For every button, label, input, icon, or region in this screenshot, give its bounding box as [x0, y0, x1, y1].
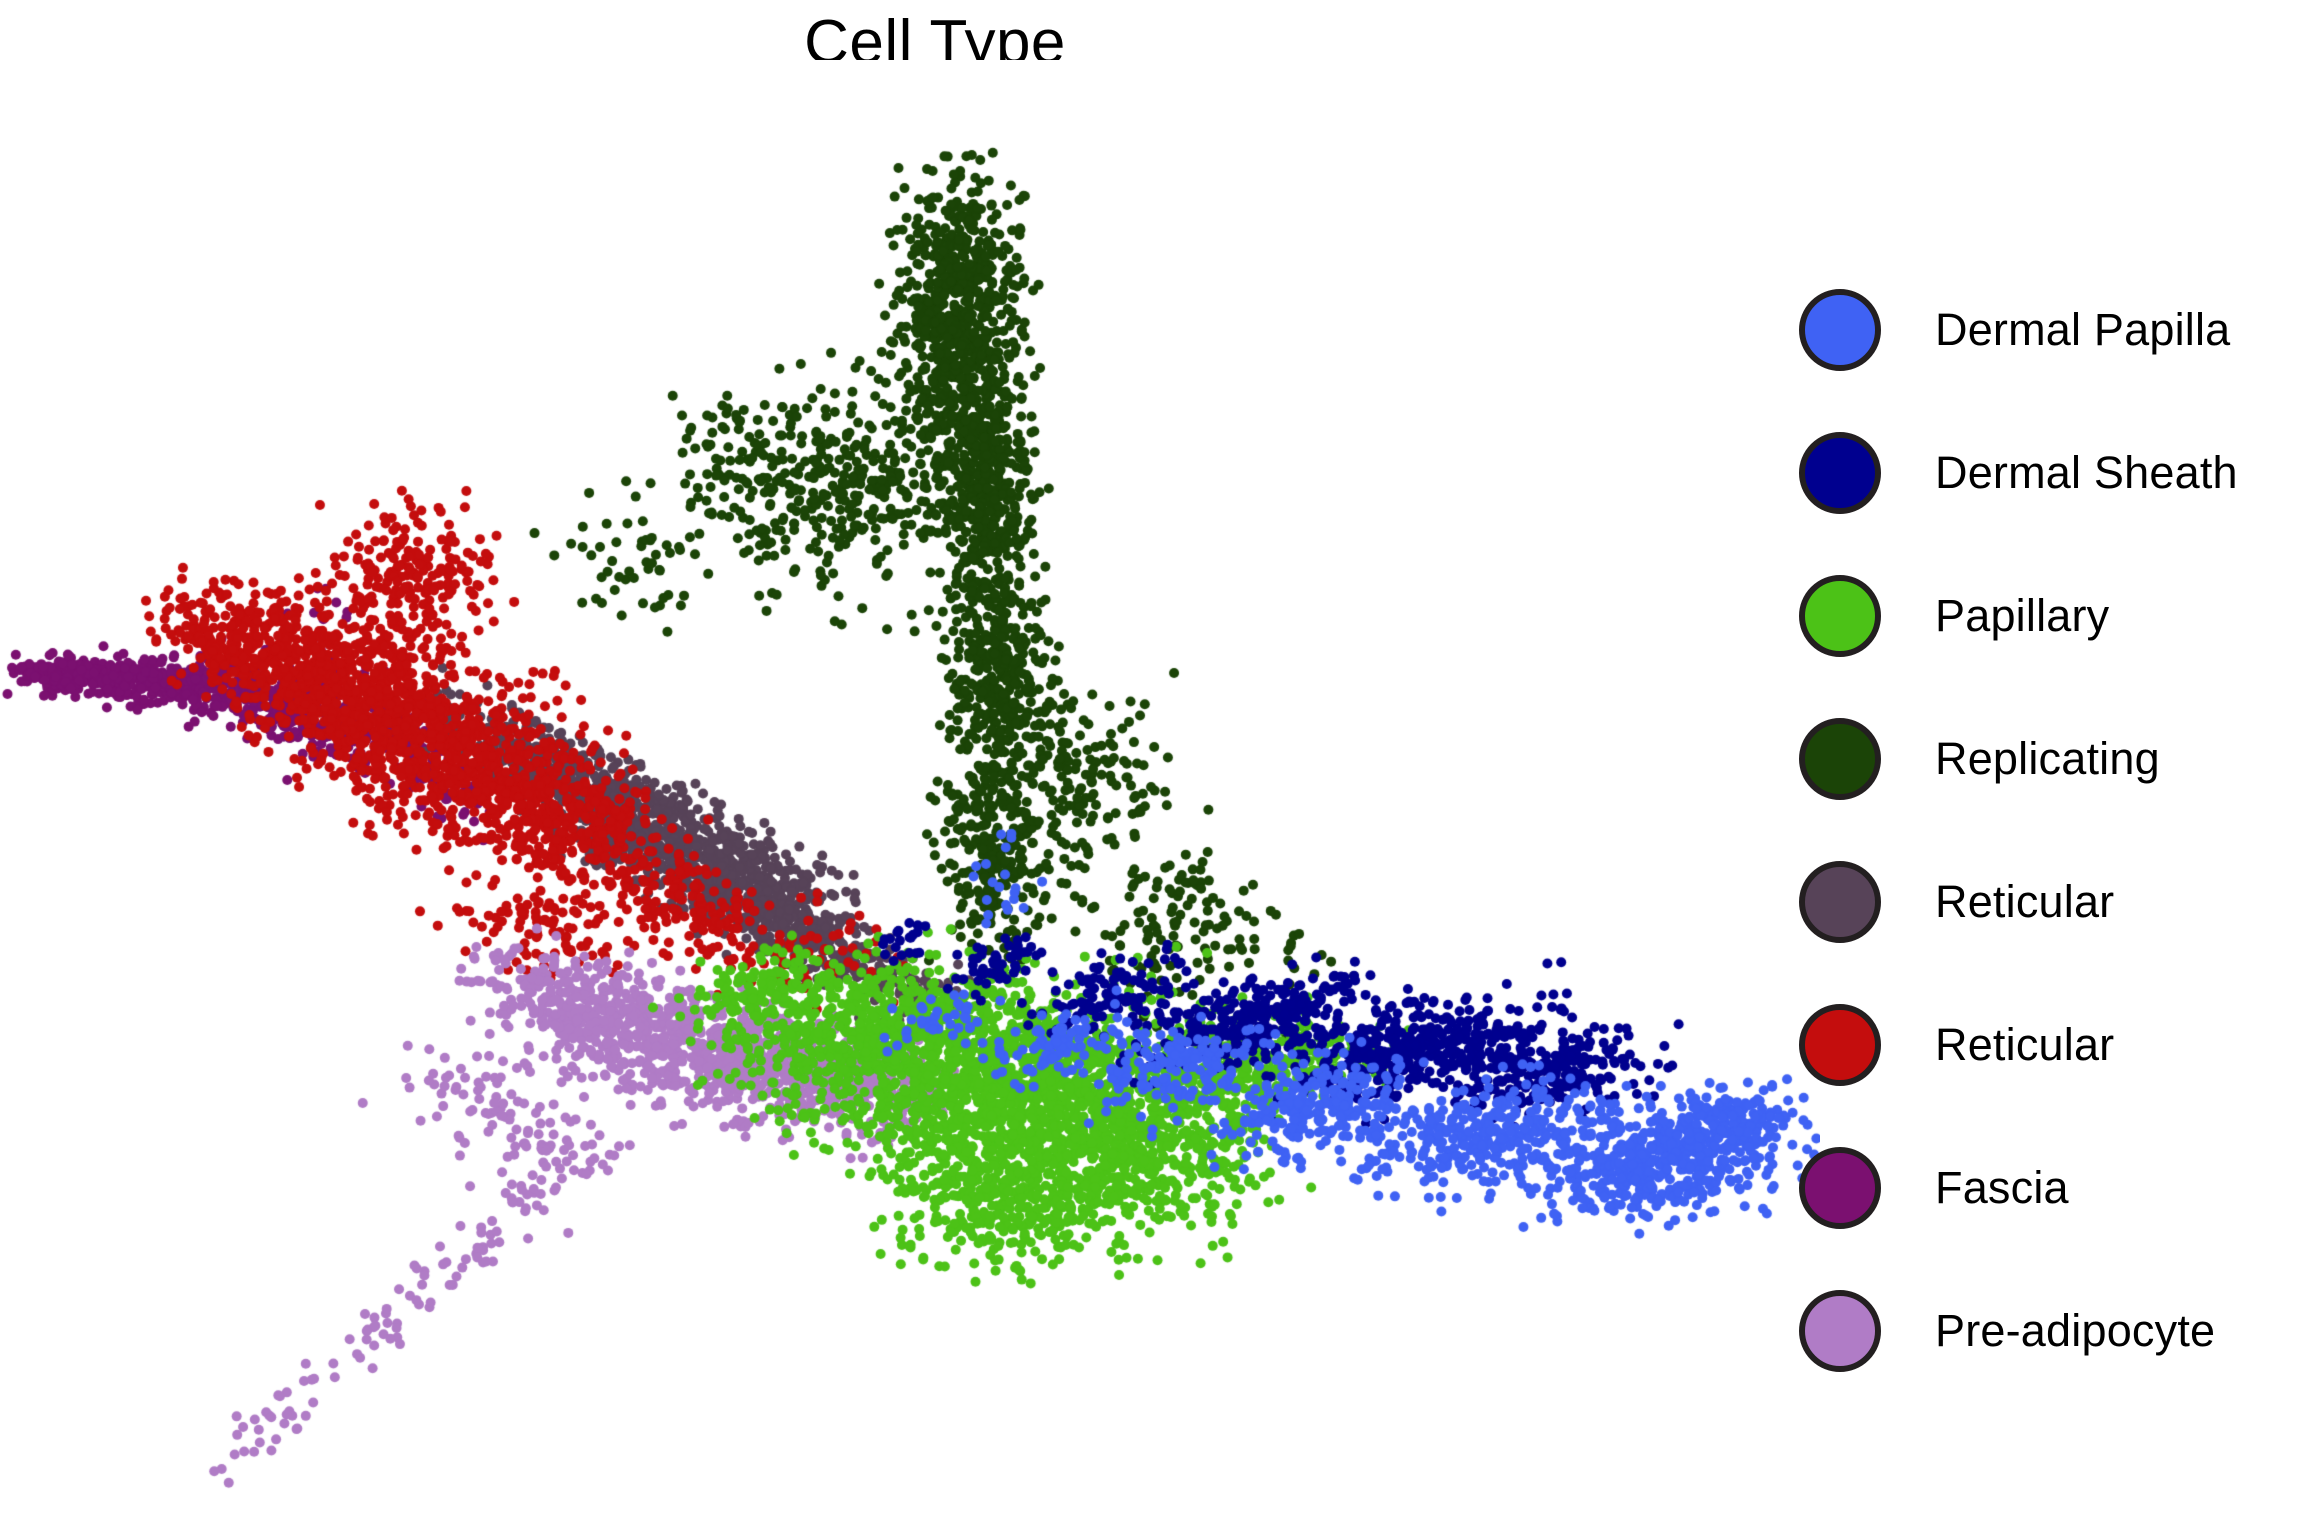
legend-swatch-circle-icon — [1799, 288, 1881, 371]
legend-item-label: Replicating — [1935, 733, 2160, 784]
legend-swatch-circle-icon — [1799, 1003, 1881, 1086]
legend-item[interactable]: Reticular — [1795, 830, 2304, 973]
legend-item-label: Dermal Sheath — [1935, 447, 2238, 498]
legend-swatch-circle-icon — [1799, 574, 1881, 657]
legend-item-label: Reticular — [1935, 876, 2115, 927]
legend-swatch-circle-icon — [1799, 431, 1881, 514]
legend-item[interactable]: Fascia — [1795, 1116, 2304, 1259]
legend-swatch-circle-icon — [1799, 1146, 1881, 1229]
legend-item-label: Dermal Papilla — [1935, 304, 2231, 355]
legend-item[interactable]: Pre-adipocyte — [1795, 1259, 2304, 1402]
legend-item-label: Reticular — [1935, 1019, 2115, 1070]
legend-swatch-circle-icon — [1799, 1289, 1881, 1372]
legend-item-label: Fascia — [1935, 1162, 2069, 1213]
legend: Dermal Papilla Dermal Sheath Papillary Repl… — [1795, 258, 2304, 1378]
scatter-plot-area — [0, 60, 1820, 1514]
legend-item-label: Pre-adipocyte — [1935, 1305, 2216, 1356]
legend-swatch-circle-icon — [1799, 717, 1881, 800]
legend-item[interactable]: Replicating — [1795, 687, 2304, 830]
legend-item[interactable]: Papillary — [1795, 544, 2304, 687]
scatter-plot-canvas — [0, 60, 1820, 1514]
legend-item-label: Papillary — [1935, 590, 2110, 641]
legend-item[interactable]: Dermal Sheath — [1795, 401, 2304, 544]
legend-item[interactable]: Dermal Papilla — [1795, 258, 2304, 401]
legend-item[interactable]: Reticular — [1795, 973, 2304, 1116]
legend-swatch-circle-icon — [1799, 860, 1881, 943]
